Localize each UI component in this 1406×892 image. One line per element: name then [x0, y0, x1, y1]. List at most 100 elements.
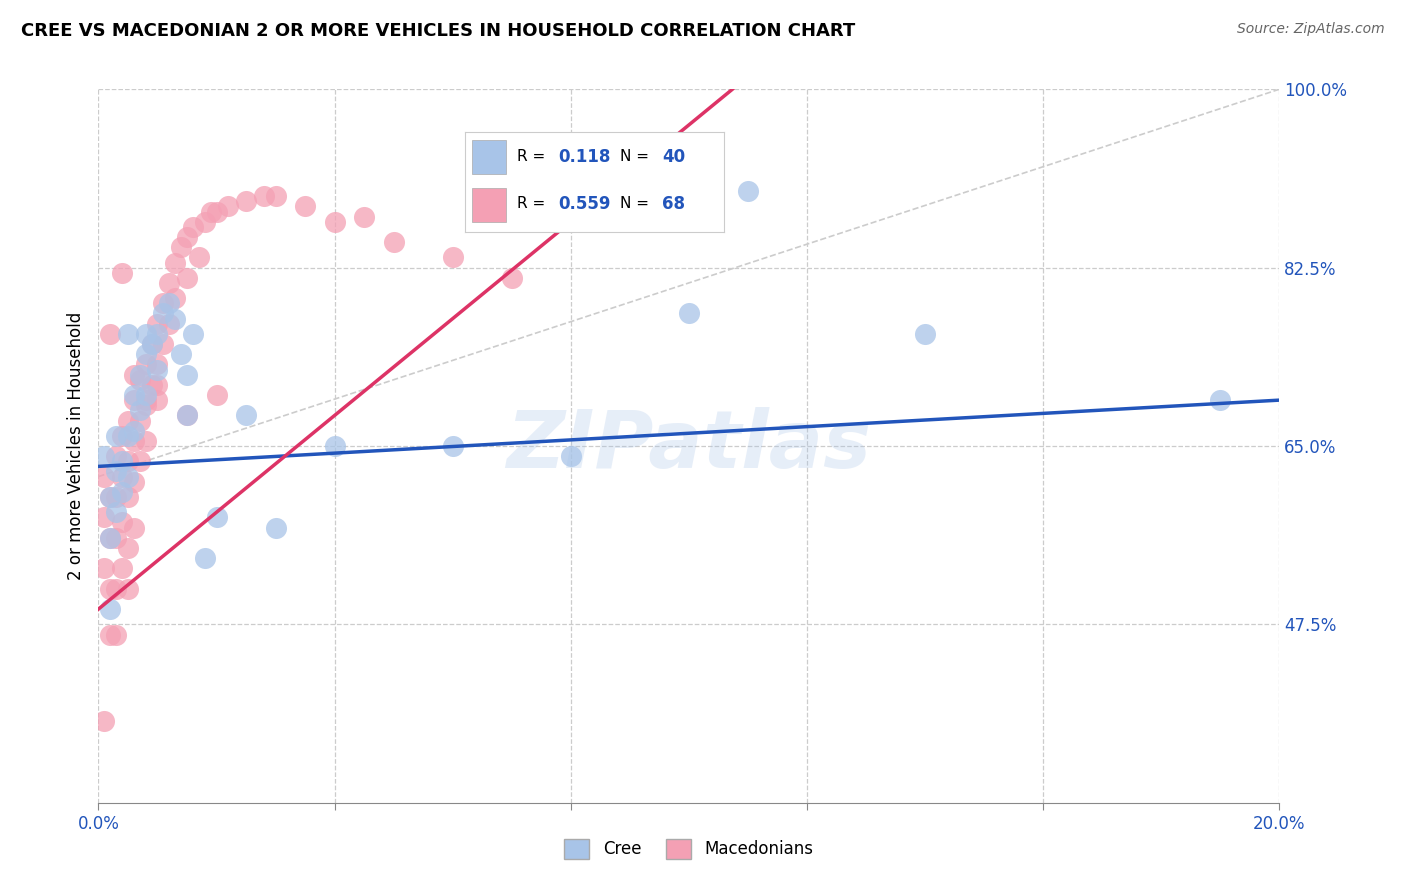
Text: N =: N =: [620, 196, 654, 211]
Point: [353, 210, 375, 224]
Point: [323, 215, 346, 229]
Point: [205, 510, 228, 524]
Point: [176, 230, 198, 244]
Point: [117, 326, 139, 341]
Point: [152, 337, 174, 351]
Point: [194, 215, 217, 229]
Point: [105, 531, 128, 545]
Point: [135, 347, 157, 361]
Point: [128, 373, 150, 387]
Point: [117, 490, 139, 504]
Point: [1209, 393, 1232, 408]
Point: [128, 413, 150, 427]
Point: [181, 219, 204, 234]
Point: [146, 362, 169, 376]
Point: [165, 255, 187, 269]
Point: [135, 434, 157, 448]
Point: [93, 510, 115, 524]
Point: [111, 484, 134, 499]
Point: [117, 582, 139, 596]
Point: [128, 403, 150, 417]
Point: [93, 469, 115, 483]
Text: 68: 68: [662, 195, 685, 213]
Point: [111, 516, 134, 530]
Point: [98, 531, 121, 545]
Point: [111, 266, 134, 280]
Point: [737, 184, 759, 198]
Point: [98, 627, 121, 641]
Point: [122, 475, 145, 489]
Y-axis label: 2 or more Vehicles in Household: 2 or more Vehicles in Household: [66, 312, 84, 580]
Point: [111, 429, 134, 443]
Point: [152, 296, 174, 310]
Point: [111, 561, 134, 575]
Point: [176, 368, 198, 382]
Point: [165, 291, 187, 305]
Point: [117, 541, 139, 555]
Text: CREE VS MACEDONIAN 2 OR MORE VEHICLES IN HOUSEHOLD CORRELATION CHART: CREE VS MACEDONIAN 2 OR MORE VEHICLES IN…: [21, 22, 855, 40]
Point: [122, 388, 145, 402]
Point: [294, 199, 316, 213]
Text: 40: 40: [662, 148, 685, 166]
Point: [200, 204, 222, 219]
Point: [135, 388, 157, 402]
Point: [914, 326, 936, 341]
Point: [501, 270, 523, 285]
Point: [253, 189, 276, 203]
Point: [176, 270, 198, 285]
Point: [170, 347, 193, 361]
Point: [117, 454, 139, 468]
Point: [98, 531, 121, 545]
Point: [93, 561, 115, 575]
Point: [678, 306, 700, 320]
Point: [135, 393, 157, 408]
Point: [141, 377, 163, 392]
Point: [122, 393, 145, 408]
Text: R =: R =: [516, 150, 550, 164]
Point: [98, 326, 121, 341]
Point: [181, 326, 204, 341]
Point: [152, 306, 174, 320]
Point: [135, 326, 157, 341]
Point: [117, 429, 139, 443]
Point: [98, 582, 121, 596]
Point: [111, 454, 134, 468]
Point: [323, 439, 346, 453]
Point: [105, 465, 128, 479]
Point: [117, 413, 139, 427]
Point: [122, 520, 145, 534]
Point: [441, 439, 464, 453]
Point: [170, 240, 193, 254]
Point: [98, 490, 121, 504]
Point: [157, 276, 180, 290]
Point: [176, 409, 198, 423]
Point: [264, 189, 287, 203]
Point: [205, 204, 228, 219]
Point: [105, 429, 128, 443]
Point: [176, 409, 198, 423]
Point: [235, 409, 257, 423]
Point: [141, 337, 163, 351]
Point: [194, 551, 217, 566]
Point: [382, 235, 405, 249]
Text: R =: R =: [516, 196, 550, 211]
Point: [146, 317, 169, 331]
Point: [128, 454, 150, 468]
Point: [122, 434, 145, 448]
FancyBboxPatch shape: [472, 188, 506, 222]
Point: [111, 469, 134, 483]
Point: [105, 582, 128, 596]
Point: [146, 377, 169, 392]
Text: 0.118: 0.118: [558, 148, 610, 166]
Point: [441, 251, 464, 265]
Point: [98, 602, 121, 616]
Point: [157, 317, 180, 331]
Point: [93, 714, 115, 729]
Point: [146, 393, 169, 408]
Text: N =: N =: [620, 150, 654, 164]
Point: [93, 449, 115, 463]
Point: [146, 326, 169, 341]
Point: [122, 424, 145, 438]
Point: [122, 368, 145, 382]
Point: [105, 627, 128, 641]
